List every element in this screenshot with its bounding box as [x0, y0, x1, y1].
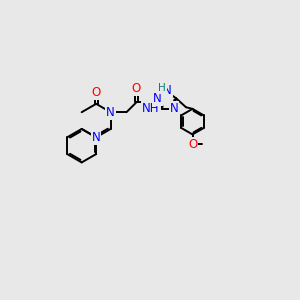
Text: N: N [106, 106, 115, 119]
Text: NH: NH [142, 102, 160, 115]
Text: O: O [188, 138, 197, 151]
Text: N: N [92, 131, 100, 144]
Text: H: H [158, 83, 166, 93]
Text: N: N [170, 102, 178, 115]
Text: O: O [132, 82, 141, 95]
Text: O: O [92, 86, 101, 99]
Text: N: N [153, 92, 162, 105]
Text: N: N [163, 84, 172, 97]
